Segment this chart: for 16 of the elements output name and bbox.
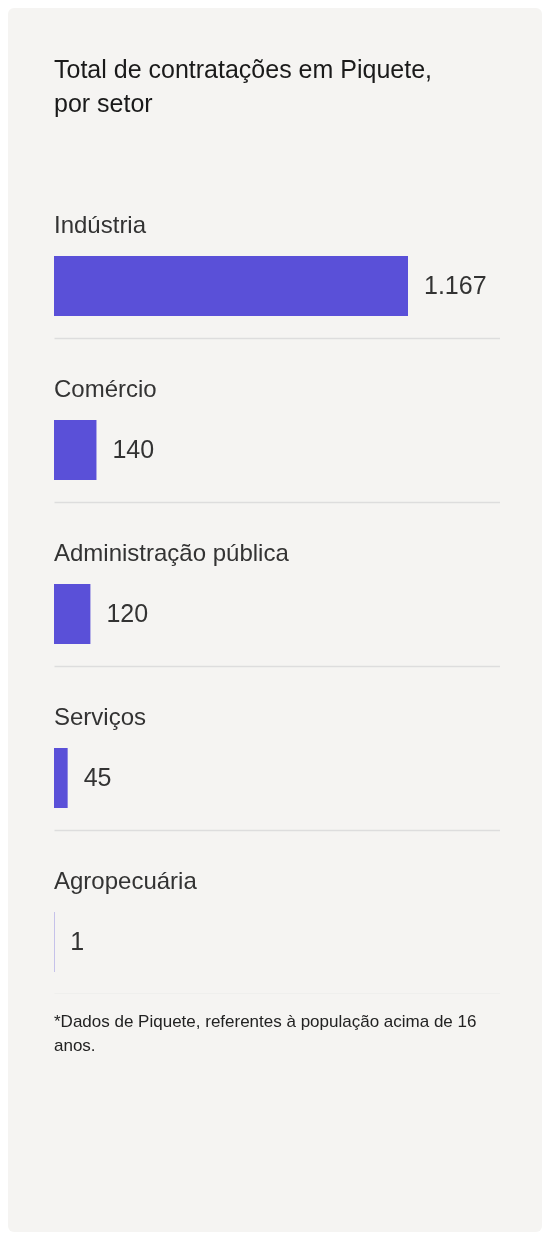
y-tick-label: Comércio — [54, 375, 157, 402]
data-label: 1 — [70, 927, 85, 955]
bar — [54, 256, 408, 316]
y-tick-label: Administração pública — [54, 539, 290, 566]
bar — [54, 584, 91, 644]
y-tick-label: Indústria — [54, 211, 147, 238]
data-label: 1.167 — [424, 271, 487, 299]
text: *Dados de Piquete, referentes à população acima de 16 anos. — [54, 1011, 478, 1057]
y-tick-label: Agropecuária — [54, 867, 198, 894]
y-tick-label: Serviços — [54, 703, 147, 730]
data-label: 45 — [83, 763, 112, 791]
bar — [54, 748, 68, 808]
data-label: 120 — [106, 599, 149, 627]
chart-title: Total de contratações em Piquete, por setor — [54, 54, 433, 119]
data-label: 140 — [112, 435, 155, 463]
bar — [54, 420, 97, 480]
